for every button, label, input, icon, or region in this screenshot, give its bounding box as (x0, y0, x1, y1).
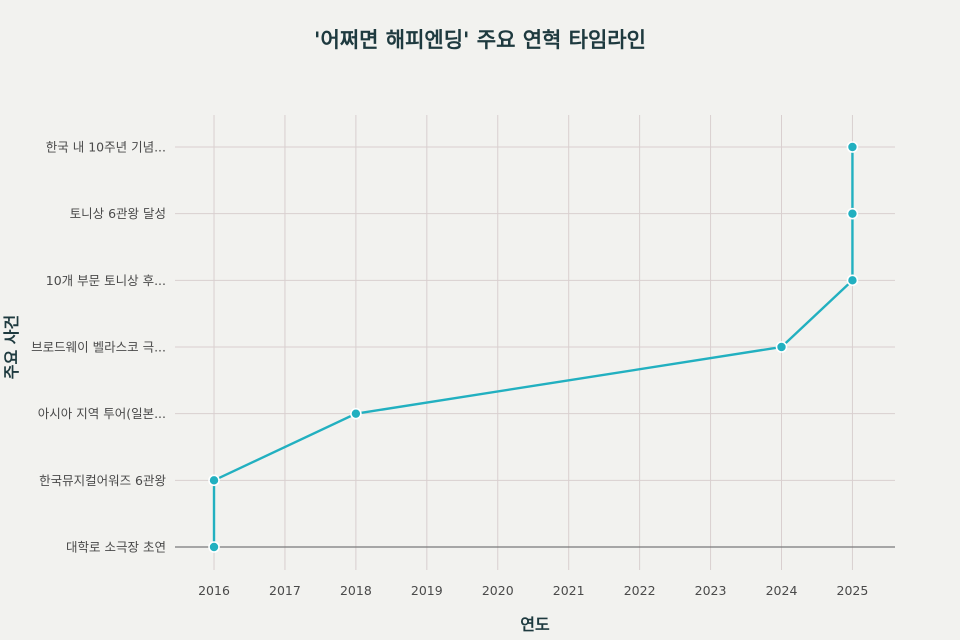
x-tick-label: 2022 (624, 583, 656, 598)
x-tick-label: 2020 (482, 583, 514, 598)
x-tick-label: 2025 (837, 583, 869, 598)
chart-title: '어쩌면 해피엔딩' 주요 연혁 타임라인 (314, 28, 646, 52)
x-tick-label: 2018 (340, 583, 372, 598)
y-tick-label: 대학로 소극장 초연 (66, 540, 166, 555)
series-layer (208, 141, 859, 553)
x-tick-label: 2024 (766, 583, 798, 598)
data-point (350, 407, 362, 420)
data-point (208, 541, 220, 553)
y-tick-label: 한국뮤지컬어워즈 6관왕 (39, 473, 166, 488)
data-point (208, 474, 220, 487)
x-tick-label: 2023 (695, 583, 727, 598)
y-tick-label: 10개 부문 토니상 후... (46, 273, 166, 288)
y-tick-label: 브로드웨이 벨라스코 극... (31, 340, 166, 355)
data-point (846, 141, 859, 153)
x-tick-label: 2017 (269, 583, 301, 598)
data-point (846, 274, 859, 287)
data-point (846, 207, 859, 220)
x-axis-title: 연도 (520, 615, 550, 634)
tick-layer: 2016 2017 2018 2019 2020 2021 2022 2023 2024 2025… (31, 140, 868, 599)
y-axis-title: 주요 사건 (2, 315, 21, 379)
x-tick-label: 2019 (411, 583, 443, 598)
x-tick-label: 2016 (198, 583, 230, 598)
x-tick-label: 2021 (553, 583, 585, 598)
y-tick-label: 한국 내 10주년 기념... (46, 140, 166, 155)
y-tick-label: 아시아 지역 투어(일본... (38, 406, 166, 421)
data-point (775, 341, 788, 353)
y-tick-label: 토니상 6관왕 달성 (70, 206, 166, 221)
